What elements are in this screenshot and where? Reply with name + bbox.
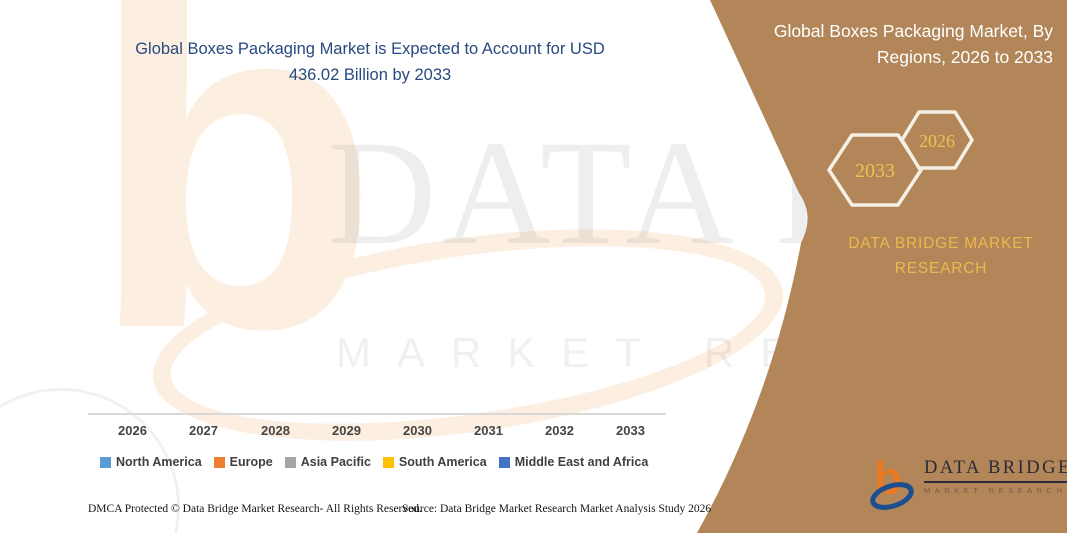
x-axis-line xyxy=(88,413,666,415)
legend-label: North America xyxy=(116,455,202,469)
x-axis-label-2031: 2031 xyxy=(474,423,503,438)
footer-copyright: DMCA Protected © Data Bridge Market Rese… xyxy=(88,503,422,515)
side-panel-title-line2: Regions, 2026 to 2033 xyxy=(876,47,1053,67)
side-panel-title: Global Boxes Packaging Market, By Region… xyxy=(745,18,1053,70)
footer-source: Source: Data Bridge Market Research Mark… xyxy=(402,503,712,515)
logo-sub-text: MARKET RESEARCH xyxy=(924,486,1067,495)
x-axis-label-2026: 2026 xyxy=(118,423,147,438)
hexagon-2026 xyxy=(900,110,974,170)
hexagon-2033 xyxy=(827,133,923,207)
legend-item-middle-east-and-africa: Middle East and Africa xyxy=(498,455,649,469)
legend-swatch xyxy=(382,456,394,468)
chart-title-line1: Global Boxes Packaging Market is Expecte… xyxy=(135,40,605,58)
hexagon-2033-label: 2033 xyxy=(855,160,895,182)
logo-name-text: DATA BRIDGE xyxy=(924,458,1067,483)
x-axis-label-2030: 2030 xyxy=(403,423,432,438)
legend-swatch xyxy=(498,456,510,468)
data-bridge-logo-icon: b xyxy=(870,458,914,510)
brand-text: DATA BRIDGE MARKET RESEARCH xyxy=(818,231,1064,281)
legend-label: Asia Pacific xyxy=(300,455,371,469)
side-panel-title-line1: Global Boxes Packaging Market, By xyxy=(773,21,1053,41)
legend-item-south-america: South America xyxy=(382,455,487,469)
legend-swatch xyxy=(100,456,111,468)
hexagon-badges: 2033 2026 xyxy=(827,110,974,207)
legend-swatch xyxy=(284,456,296,468)
legend-swatch xyxy=(213,456,225,468)
legend-label: South America xyxy=(398,455,487,469)
legend-label: Middle East and Africa xyxy=(514,455,649,469)
chart-title-line2: 436.02 Billion by 2033 xyxy=(288,66,452,84)
legend-item-asia-pacific: Asia Pacific xyxy=(284,455,371,469)
chart-legend: North America Europe Asia Pacific South Ame… xyxy=(100,455,648,469)
x-axis-label-2032: 2032 xyxy=(545,423,574,438)
legend-label: Europe xyxy=(229,455,273,469)
brand-text-line2: RESEARCH xyxy=(894,260,988,277)
brand-text-line1: DATA BRIDGE MARKET xyxy=(848,235,1034,252)
data-bridge-logo: b DATA BRIDGE MARKET RESEARCH xyxy=(870,458,1067,510)
x-axis-label-2027: 2027 xyxy=(189,423,218,438)
x-axis-label-2029: 2029 xyxy=(332,423,361,438)
legend-item-north-america: North America xyxy=(100,455,202,469)
x-axis-label-2028: 2028 xyxy=(261,423,290,438)
x-axis-label-2033: 2033 xyxy=(616,423,645,438)
svg-text:b: b xyxy=(874,458,902,504)
hexagon-2026-label: 2026 xyxy=(919,131,955,151)
legend-item-europe: Europe xyxy=(213,455,273,469)
chart-title: Global Boxes Packaging Market is Expecte… xyxy=(85,36,655,88)
